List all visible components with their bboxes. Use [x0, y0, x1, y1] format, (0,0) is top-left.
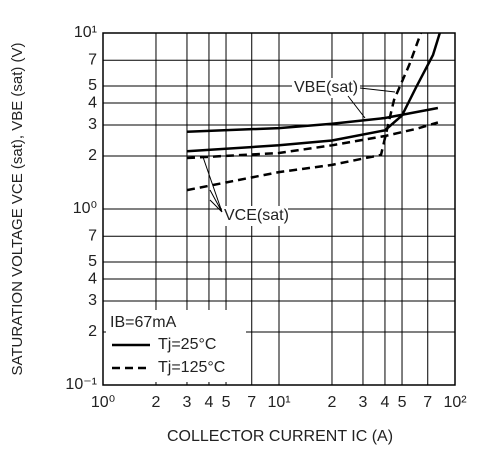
y-tick-label: 10¹	[74, 24, 97, 41]
annotation: VBE(sat)	[294, 79, 358, 96]
y-tick-label: 2	[88, 323, 97, 340]
y-tick-label: 2	[88, 147, 97, 164]
y-tick-label: 3	[88, 292, 97, 309]
y-tick-label: 10⁻¹	[65, 376, 97, 393]
y-tick-label: 7	[88, 51, 97, 68]
x-tick-label: 4	[381, 394, 390, 411]
x-tick-label: 10¹	[267, 394, 290, 411]
x-tick-label: 10²	[443, 394, 467, 411]
line	[186, 33, 441, 153]
x-tick-label: 2	[328, 394, 337, 411]
y-axis-label: SATURATION VOLTAGE VCE (sat), VBE (sat) …	[9, 42, 26, 375]
x-tick-label: 4	[205, 394, 214, 411]
y-tick-label: 5	[88, 253, 97, 270]
y-tick-label: 10⁰	[73, 200, 97, 217]
leader-line	[347, 87, 396, 119]
x-tick-label: 7	[423, 394, 432, 411]
plot-frame	[102, 32, 456, 386]
x-tick-label: 3	[359, 394, 368, 411]
annotation-bg	[292, 78, 360, 98]
x-tick-label: 3	[183, 394, 192, 411]
legend-title: IB=67mA	[110, 314, 177, 331]
leader-line	[202, 156, 223, 213]
legend-label: Tj=125°C	[158, 359, 225, 376]
y-tick-label: 3	[88, 116, 97, 133]
x-tick-label: 5	[398, 394, 407, 411]
legend-label: Tj=25°C	[158, 336, 216, 353]
line	[186, 33, 423, 192]
y-tick-label: 4	[88, 270, 97, 287]
x-tick-label: 2	[152, 394, 161, 411]
annotation: VCE(sat)	[224, 207, 289, 224]
line	[186, 121, 439, 160]
annotation-bg	[222, 206, 288, 226]
y-tick-label: 4	[88, 94, 97, 111]
y-tick-label: 5	[88, 77, 97, 94]
x-tick-label: 5	[222, 394, 231, 411]
plot	[186, 33, 441, 192]
x-tick-label: 10⁰	[91, 394, 115, 411]
x-axis-label: COLLECTOR CURRENT IC (A)	[167, 428, 393, 445]
x-tick-label: 7	[247, 394, 256, 411]
y-tick-label: 7	[88, 227, 97, 244]
